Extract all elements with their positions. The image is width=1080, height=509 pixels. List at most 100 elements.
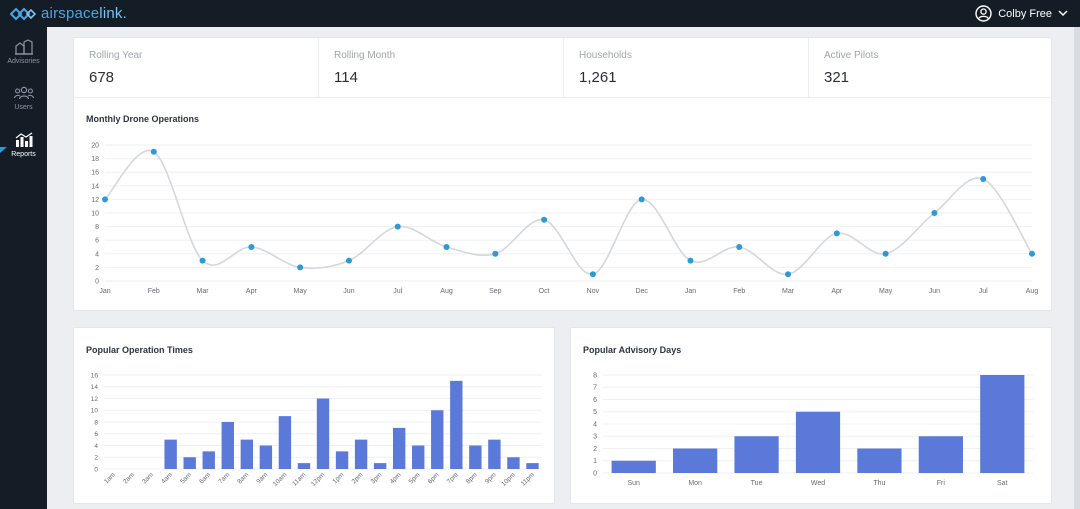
active-nav-marker [0,147,7,153]
x-tick-label: 5pm [408,471,422,485]
x-tick-label: Oct [539,288,550,295]
bar [857,448,902,473]
user-circle-icon [975,5,992,22]
x-tick-label: Dec [635,288,648,295]
x-tick-label: 6am [198,471,212,485]
data-point [687,257,694,264]
data-point [199,257,206,264]
sidebar-item-label: Reports [11,151,36,158]
data-point [248,244,255,250]
sidebar-item-reports[interactable]: Reports [0,122,47,168]
x-tick-label: 8pm [465,471,479,485]
bar [526,463,539,469]
user-name: Colby Free [998,7,1052,20]
y-tick-label: 14 [91,384,99,391]
bar [202,451,215,469]
x-tick-label: Jan [99,288,110,295]
chart-title: Popular Operation Times [86,345,193,355]
stat-label: Active Pilots [824,50,879,61]
x-tick-label: 6pm [427,471,441,485]
x-tick-label: 1am [103,471,117,485]
scrollbar[interactable] [1074,27,1080,509]
y-tick-label: 3 [593,434,597,441]
bar [918,436,963,473]
data-point [150,148,157,155]
x-tick-label: Aug [440,288,453,295]
users-icon [13,86,34,99]
bar [278,416,292,469]
y-tick-label: 12 [91,197,99,204]
sidebar-item-advisories[interactable]: Advisories [0,29,47,75]
brand-name-dot: . [122,5,127,22]
y-tick-label: 8 [94,419,98,426]
series-line [104,149,1033,276]
y-tick-label: 8 [95,224,99,231]
x-tick-label: 4pm [389,471,403,485]
stat-value: 1,261 [579,69,617,86]
bar [240,439,254,469]
brand-logo[interactable]: airspacelink. [10,4,127,23]
y-tick-label: 0 [593,470,597,477]
x-tick-label: 7pm [446,471,460,485]
chain-link-logo-icon [10,7,36,20]
x-tick-label: Jun [929,288,940,295]
x-tick-label: 10am [272,471,288,487]
x-tick-label: Apr [246,288,258,295]
bar [316,398,330,469]
x-tick-label: Mar [197,288,210,295]
data-point [980,176,987,182]
x-tick-label: Jul [979,288,988,295]
stat-value: 114 [334,69,358,86]
stat-label: Households [579,50,632,61]
y-tick-label: 0 [94,466,98,473]
top-bar: airspacelink. Colby Free [0,0,1080,27]
x-tick-label: 4am [160,471,174,485]
stat-value: 678 [89,69,115,86]
data-point [736,244,743,250]
bar [221,422,234,469]
x-tick-label: Sep [489,288,502,295]
bar [373,463,387,469]
y-tick-label: 5 [593,409,597,416]
x-tick-label: Feb [733,288,745,295]
sidebar-item-label: Users [14,103,33,111]
bar [488,439,501,469]
y-tick-label: 7 [593,385,597,392]
bar [507,457,520,469]
bar [412,445,425,469]
data-point [589,271,596,278]
data-point [443,244,450,250]
y-tick-label: 6 [95,238,99,245]
data-point [785,271,792,278]
bar [259,445,273,469]
x-tick-label: May [294,288,308,295]
y-tick-label: 2 [593,446,597,453]
stat-label: Rolling Month [334,50,396,61]
bar [392,427,406,469]
sidebar-item-users[interactable]: Users [0,75,47,121]
x-tick-label: Jun [343,288,354,295]
buildings-icon [14,39,33,55]
chevron-down-icon[interactable] [1058,10,1068,17]
y-tick-label: 16 [91,372,99,379]
sidebar: Advisories Users Reports [0,27,47,509]
data-point [638,196,645,203]
advisory-days-chart: 0 1 2 3 4 5 6 7 8 Sun Mon Tue Wed Thu Fri Sat [593,372,1033,487]
data-point [394,223,401,230]
data-point [882,250,889,257]
y-tick-label: 0 [95,278,99,285]
x-tick-label: 3am [141,471,155,485]
y-tick-label: 4 [593,421,597,428]
y-tick-label: 14 [91,183,99,190]
y-tick-label: 16 [91,170,99,177]
data-point [833,230,840,237]
y-tick-label: 6 [94,431,98,438]
x-tick-label: 11pm [520,471,536,487]
user-menu[interactable]: Colby Free [975,3,1068,24]
data-point [102,196,108,203]
x-tick-label: 2pm [351,471,365,485]
stat-value: 321 [824,69,850,86]
stat-label: Rolling Year [89,50,143,61]
x-tick-label: Aug [1026,288,1039,295]
x-tick-label: 1pm [332,471,346,485]
